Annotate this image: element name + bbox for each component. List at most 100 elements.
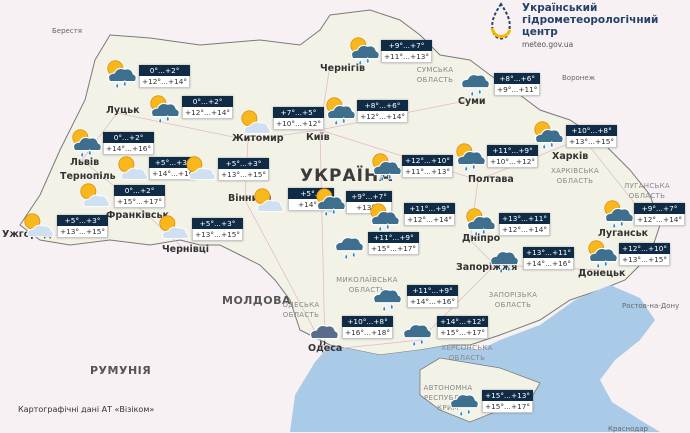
partly-cloudy-rain-icon bbox=[350, 37, 380, 66]
night-temperature: +13°...+11° bbox=[523, 247, 575, 258]
logo-name-line-1: Український bbox=[522, 2, 598, 14]
rain-drop bbox=[471, 162, 476, 170]
map-label-zaporizhzhia: Запоріжжя bbox=[456, 262, 518, 273]
night-temperature: 0°...+2° bbox=[139, 65, 191, 76]
night-temperature: +5°...+3° bbox=[149, 157, 197, 168]
temperature-card: +12°...+10° +13°...+15° bbox=[619, 243, 671, 266]
day-temperature: +13°...+15° bbox=[566, 136, 618, 148]
cloud-shape bbox=[256, 199, 284, 212]
rain-drop bbox=[80, 150, 85, 158]
sea bbox=[290, 285, 660, 432]
day-temperature: +10°...+12° bbox=[273, 118, 325, 130]
rain-drop bbox=[358, 58, 363, 66]
partly-cloudy-rain-icon bbox=[150, 95, 180, 124]
cloud-shape bbox=[243, 121, 271, 134]
temperature-card: +11°...+9° +15°...+17° bbox=[368, 232, 420, 255]
map-label-lutsk: Луцьк bbox=[106, 105, 140, 116]
day-temperature: +11°...+13° bbox=[402, 166, 454, 178]
rain-drop bbox=[122, 79, 127, 87]
night-temperature: +11°...+9° bbox=[404, 203, 456, 214]
map-label-dnipro: Дніпро bbox=[462, 233, 501, 244]
logo-url[interactable]: meteo.gov.ua bbox=[522, 40, 574, 49]
rain-drop bbox=[549, 140, 554, 148]
partly-cloudy-icon bbox=[24, 213, 54, 237]
temperature-card: +7°...+5° +10°...+12° bbox=[273, 107, 325, 130]
cloud-shape bbox=[107, 67, 137, 83]
day-temperature: +13°...+15° bbox=[218, 169, 270, 181]
rain-drop bbox=[596, 261, 601, 269]
night-temperature: +9°...+7° bbox=[346, 191, 392, 202]
night-temperature: 0°...+2° bbox=[182, 96, 234, 107]
cloud-shape bbox=[461, 73, 490, 89]
night-temperature: +15°...+13° bbox=[482, 390, 534, 401]
map-label-chernivtsi: Чернівці bbox=[162, 244, 210, 255]
night-temperature: +5°...+3° bbox=[57, 215, 109, 226]
rain-drop bbox=[419, 337, 424, 345]
cloud-shape bbox=[604, 207, 634, 223]
day-temperature: +12°...+14° bbox=[139, 76, 191, 88]
map-label-voronezh: Воронеж bbox=[562, 74, 596, 82]
partly-cloudy-icon bbox=[241, 110, 271, 134]
rain-icon bbox=[490, 250, 519, 274]
rain-icon bbox=[373, 288, 402, 312]
day-temperature: +14°...+16° bbox=[103, 143, 155, 155]
map-label-romania: РУМУНІЯ bbox=[90, 364, 152, 377]
rain-drop bbox=[499, 266, 504, 274]
map-label-sumy-oblast: СУМСЬКА ОБЛАСТЬ bbox=[416, 66, 454, 84]
cloud-shape bbox=[534, 128, 564, 144]
cloud-shape bbox=[450, 393, 479, 409]
logo-name-line-2: гідрометеорологічний bbox=[522, 14, 659, 26]
logo-name-line-3: центр bbox=[522, 26, 558, 38]
rain-drop bbox=[459, 409, 464, 417]
night-temperature: +10°...+8° bbox=[566, 125, 618, 136]
logo-emblem-icon bbox=[490, 2, 512, 40]
partly-cloudy-rain-icon bbox=[604, 200, 634, 229]
night-temperature: +12°...+10° bbox=[619, 243, 671, 254]
rain-drop bbox=[334, 118, 339, 126]
map-label-moldova: МОЛДОВА bbox=[222, 294, 291, 307]
temperature-card: +11°...+9° +14°...+16° bbox=[407, 285, 459, 308]
day-temperature: +13°...+15° bbox=[57, 226, 109, 238]
rain-icon bbox=[335, 236, 364, 260]
day-temperature: +13°...+15° bbox=[619, 254, 671, 266]
cloud-shape bbox=[350, 44, 380, 60]
day-temperature: +11°...+13° bbox=[381, 51, 433, 63]
temperature-card: +9°...+7° +12°...+14° bbox=[634, 203, 686, 226]
temperature-card: 0°...+2° +15°...+17° bbox=[114, 185, 166, 208]
temperature-card: +12°...+10° +11°...+13° bbox=[402, 155, 454, 178]
day-temperature: +12°...+14° bbox=[634, 214, 686, 226]
partly-cloudy-rain-icon bbox=[326, 97, 356, 126]
map-label-kharkiv: Харків bbox=[552, 151, 589, 162]
rain-drop bbox=[382, 304, 387, 312]
cloud-shape bbox=[335, 236, 364, 252]
partly-cloudy-icon bbox=[186, 156, 216, 180]
day-temperature: +15°...+17° bbox=[482, 401, 534, 413]
partly-cloudy-rain-icon bbox=[372, 153, 402, 182]
temperature-card: +9°...+7° +11°...+13° bbox=[381, 40, 433, 63]
ukrhydromet-logo[interactable]: Український гідрометеорологічний центр m… bbox=[488, 2, 658, 49]
night-temperature: +9°...+7° bbox=[634, 203, 686, 214]
day-temperature: +15°...+17° bbox=[368, 243, 420, 255]
rain-icon bbox=[450, 393, 479, 417]
map-label-zaporizhzhia-oblast: ЗАПОРІЗЬКА ОБЛАСТЬ bbox=[488, 291, 538, 309]
rain-drop bbox=[351, 250, 356, 258]
day-temperature: +9°...+11° bbox=[494, 84, 541, 96]
night-temperature: +7°...+5° bbox=[273, 107, 325, 118]
rain-drop bbox=[389, 302, 394, 310]
cloud-shape bbox=[466, 215, 496, 231]
day-temperature: +12°...+14° bbox=[357, 111, 409, 123]
night-temperature: +13°...+11° bbox=[499, 213, 551, 224]
temperature-card: +5°...+3° +13°...+15° bbox=[57, 215, 109, 238]
drizzle-mark bbox=[319, 340, 326, 346]
night-temperature: +12°...+10° bbox=[402, 155, 454, 166]
rain-drop bbox=[341, 116, 346, 124]
rain-drop bbox=[87, 148, 92, 156]
rain-drop bbox=[466, 407, 471, 415]
rain-drop bbox=[385, 222, 390, 230]
partly-cloudy-rain-icon bbox=[466, 208, 496, 237]
cloud-shape bbox=[372, 160, 402, 176]
cloud-shape bbox=[490, 250, 519, 266]
map-label-odesa: Одеса bbox=[308, 343, 343, 354]
rain-drop bbox=[378, 224, 383, 232]
map-label-krasnodar: Краснодар bbox=[608, 425, 648, 433]
